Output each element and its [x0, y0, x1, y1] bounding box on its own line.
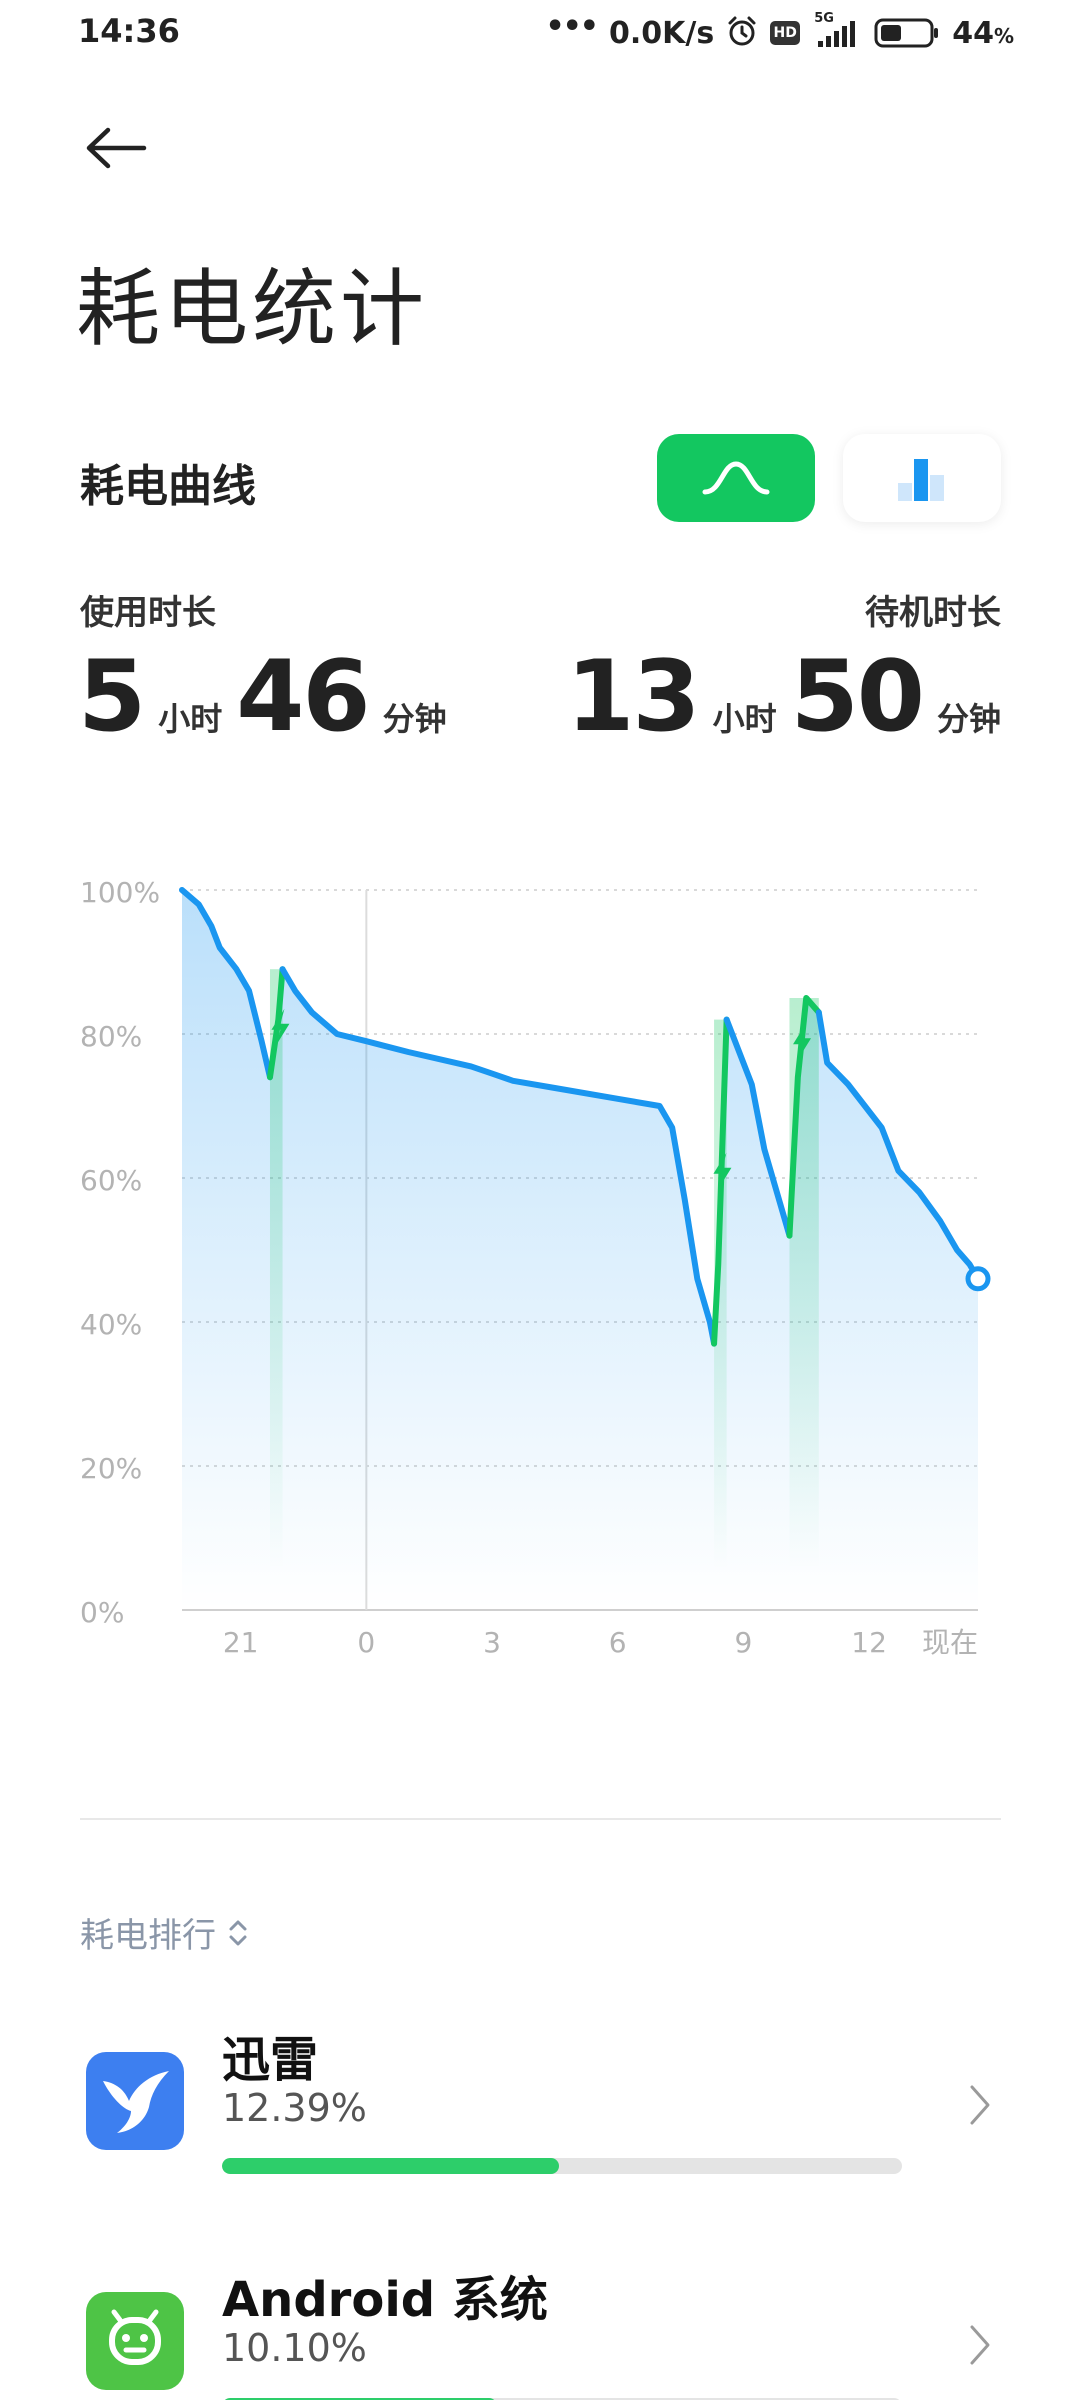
app-usage-bar: [222, 2398, 902, 2400]
charging-bolt-icon: [713, 1152, 732, 1189]
hour-unit: 小时: [158, 700, 223, 738]
chevron-right-icon: [960, 2320, 1000, 2370]
usage-duration: 5 小时 46 分钟: [78, 640, 461, 754]
sort-chevrons-icon: [229, 1920, 247, 1945]
more-notifications-dots: •••: [545, 8, 599, 44]
bar-view-toggle[interactable]: [843, 434, 1001, 522]
y-tick-label: 40%: [80, 1308, 142, 1341]
status-time: 14:36: [78, 12, 180, 50]
section-title: 耗电曲线: [80, 461, 256, 512]
standby-duration: 13 小时 50 分钟: [566, 640, 1001, 754]
page-title: 耗电统计: [76, 260, 429, 358]
android-robot-icon: [86, 2292, 184, 2390]
ranking-label: 耗电排行: [80, 1916, 216, 1956]
signal-5g-label: 5G: [814, 11, 834, 26]
alarm-icon: [726, 15, 758, 51]
chevron-right-icon: [960, 2080, 1000, 2130]
x-tick-label: 现在: [922, 1626, 978, 1659]
hd-voice-icon: HD: [770, 21, 801, 45]
app-usage-bar: [222, 2158, 902, 2174]
usage-time-label: 使用时长: [80, 593, 216, 633]
y-tick-label: 80%: [80, 1020, 142, 1053]
y-tick-label: 100%: [80, 876, 160, 909]
y-tick-label: 20%: [80, 1452, 142, 1485]
y-tick-label: 60%: [80, 1164, 142, 1197]
charging-band: [789, 998, 819, 1570]
signal-5g-icon: 5G: [812, 11, 862, 49]
standby-hours: 13: [566, 640, 700, 754]
charging-band: [269, 969, 283, 1570]
curve-icon: [702, 461, 770, 495]
x-tick-label: 9: [734, 1626, 752, 1659]
back-button[interactable]: [80, 112, 152, 184]
app-percent: 10.10%: [222, 2326, 367, 2370]
standby-time-label: 待机时长: [865, 593, 1001, 633]
discharge-line: [179, 887, 273, 1081]
battery-level-chart: 100% 80% 60% 40% 20% 0% 21 0 3 6 9 12 现在: [80, 876, 991, 1659]
status-bar: 14:36 ••• 0.0K/s HD 5G: [0, 0, 1080, 66]
curve-view-toggle[interactable]: [657, 434, 815, 522]
status-icons: ••• 0.0K/s HD 5G: [545, 8, 1014, 54]
standby-minutes: 50: [790, 640, 925, 754]
battery-percent-value: 44: [952, 15, 994, 51]
network-speed: 0.0K/s: [608, 15, 715, 51]
battery-fill: [881, 25, 902, 41]
discharge-line: [815, 1009, 981, 1282]
x-tick-label: 12: [851, 1626, 887, 1659]
charging-bolt-icon: [271, 1008, 290, 1045]
xunlei-bird-icon: [86, 2052, 184, 2150]
section-divider: [80, 1818, 1001, 1820]
battery-area-fill: [182, 890, 978, 1610]
app-percent: 12.39%: [222, 2086, 367, 2130]
minute-unit: 分钟: [382, 700, 447, 738]
minute-unit: 分钟: [936, 700, 1001, 738]
app-name: Android 系统: [222, 2272, 548, 2328]
x-tick-label: 0: [357, 1626, 375, 1659]
charging-line: [711, 1016, 730, 1347]
app-row-xunlei[interactable]: 迅雷 12.39%: [0, 2000, 1080, 2200]
battery-percent-sign: %: [993, 23, 1014, 48]
app-name: 迅雷: [222, 2032, 319, 2088]
back-arrow-icon: [86, 127, 147, 169]
discharge-line: [723, 1016, 793, 1239]
bar-chart-icon: [898, 459, 944, 501]
charging-bolt-icon: [793, 1023, 812, 1060]
battery-percent: 44%: [952, 16, 1014, 51]
current-level-point: [965, 1266, 991, 1292]
battery-icon: [874, 17, 940, 49]
x-tick-label: 21: [223, 1626, 259, 1659]
y-tick-label: 0%: [80, 1596, 124, 1629]
x-tick-label: 3: [483, 1626, 501, 1659]
hour-unit: 小时: [712, 700, 777, 738]
ranking-sort-toggle[interactable]: 耗电排行: [80, 1908, 250, 1957]
usage-minutes: 46: [236, 640, 370, 754]
x-tick-label: 6: [609, 1626, 627, 1659]
usage-hours: 5: [78, 640, 146, 754]
app-row-android-system[interactable]: Android 系统 10.10%: [0, 2240, 1080, 2400]
app-usage-bar-fill: [222, 2158, 559, 2174]
app-usage-bar-fill: [222, 2398, 497, 2400]
discharge-line: [279, 966, 718, 1347]
